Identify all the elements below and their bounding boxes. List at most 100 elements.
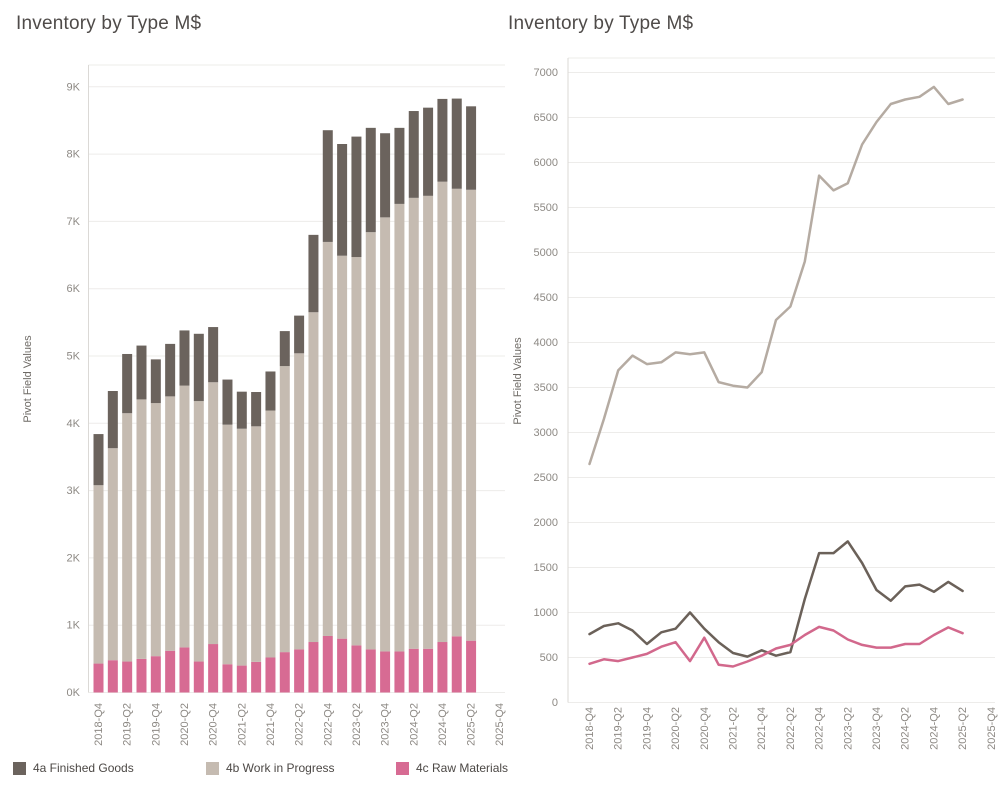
bar-segment-4b-2022-Q4[interactable] — [322, 241, 333, 636]
axis-tick-label: 4K — [67, 418, 81, 430]
bar-segment-4c-2019-Q4[interactable] — [150, 656, 161, 693]
bar-segment-4b-2020-Q1[interactable] — [165, 396, 176, 651]
bar-segment-4c-2020-Q3[interactable] — [193, 661, 204, 693]
bar-segment-4c-2019-Q3[interactable] — [136, 658, 147, 693]
bar-segment-4b-2020-Q2[interactable] — [179, 385, 190, 648]
bar-segment-4c-2024-Q2[interactable] — [408, 648, 419, 693]
line-4c[interactable] — [588, 625, 964, 668]
bar-segment-4c-2021-Q1[interactable] — [222, 664, 233, 693]
axis-tick-label: 6K — [67, 283, 81, 295]
bar-segment-4a-2025-Q2[interactable] — [466, 106, 477, 190]
bar-segment-4b-2019-Q1[interactable] — [107, 448, 118, 661]
bar-segment-4a-2020-Q4[interactable] — [208, 327, 219, 383]
bar-segment-4b-2020-Q4[interactable] — [208, 382, 219, 645]
bar-segment-4a-2024-Q4[interactable] — [437, 98, 448, 182]
bar-segment-4a-2023-Q2[interactable] — [351, 136, 362, 258]
bar-segment-4c-2023-Q4[interactable] — [380, 651, 391, 693]
bar-segment-4c-2018-Q4[interactable] — [93, 663, 104, 693]
axis-tick-label: 8K — [67, 149, 81, 161]
bar-segment-4c-2023-Q2[interactable] — [351, 645, 362, 693]
axis-tick-label: 2024-Q2 — [900, 707, 912, 750]
bar-segment-4b-2021-Q1[interactable] — [222, 424, 233, 665]
bar-segment-4a-2021-Q2[interactable] — [236, 391, 247, 429]
bar-segment-4a-2020-Q2[interactable] — [179, 330, 190, 386]
legend-item-raw-materials[interactable]: 4c Raw Materials — [396, 761, 508, 775]
bar-segment-4a-2021-Q4[interactable] — [265, 371, 276, 411]
bar-segment-4a-2024-Q1[interactable] — [394, 127, 405, 204]
work-in-progress-swatch-icon — [206, 761, 219, 775]
bar-segment-4b-2025-Q1[interactable] — [451, 188, 462, 637]
line-4a[interactable] — [588, 540, 964, 658]
bar-segment-4b-2018-Q4[interactable] — [93, 485, 104, 664]
bar-segment-4a-2024-Q3[interactable] — [423, 107, 434, 196]
bar-segment-4a-2023-Q3[interactable] — [365, 127, 376, 233]
bar-segment-4b-2019-Q2[interactable] — [122, 413, 133, 662]
bar-segment-4a-2024-Q2[interactable] — [408, 111, 419, 198]
bar-segment-4a-2022-Q2[interactable] — [294, 315, 305, 354]
bar-segment-4a-2020-Q3[interactable] — [193, 333, 204, 402]
bar-segment-4b-2020-Q3[interactable] — [193, 401, 204, 662]
bar-segment-4a-2023-Q1[interactable] — [337, 144, 348, 256]
bar-segment-4c-2023-Q3[interactable] — [365, 649, 376, 693]
bar-segment-4a-2019-Q4[interactable] — [150, 359, 161, 404]
bar-segment-4a-2019-Q2[interactable] — [122, 353, 133, 414]
bar-segment-4c-2020-Q1[interactable] — [165, 650, 176, 693]
bar-segment-4a-2023-Q4[interactable] — [380, 133, 391, 218]
bar-segment-4a-2025-Q1[interactable] — [451, 98, 462, 189]
bar-segment-4c-2021-Q4[interactable] — [265, 657, 276, 693]
bar-segment-4a-2018-Q4[interactable] — [93, 434, 104, 486]
bar-segment-4b-2025-Q2[interactable] — [466, 189, 477, 641]
bar-segment-4b-2023-Q2[interactable] — [351, 257, 362, 646]
bar-segment-4c-2022-Q4[interactable] — [322, 635, 333, 693]
bar-segment-4c-2022-Q1[interactable] — [279, 652, 290, 693]
axis-tick-label: 6500 — [534, 112, 558, 124]
bar-segment-4c-2019-Q1[interactable] — [107, 660, 118, 693]
bar-segment-4b-2021-Q3[interactable] — [251, 426, 262, 662]
bar-segment-4c-2022-Q2[interactable] — [294, 649, 305, 693]
axis-tick-label: 2018-Q4 — [584, 707, 596, 750]
finished-goods-swatch-icon — [13, 761, 26, 775]
bar-segment-4c-2022-Q3[interactable] — [308, 642, 319, 693]
bar-segment-4a-2022-Q3[interactable] — [308, 234, 319, 313]
bar-segment-4a-2019-Q3[interactable] — [136, 345, 147, 400]
bar-segment-4b-2023-Q3[interactable] — [365, 232, 376, 650]
axis-tick-label: 2022-Q2 — [785, 707, 797, 750]
bar-segment-4c-2020-Q2[interactable] — [179, 647, 190, 693]
axis-tick-label: 2023-Q2 — [351, 703, 363, 746]
bar-segment-4a-2021-Q1[interactable] — [222, 379, 233, 425]
bar-segment-4b-2023-Q1[interactable] — [337, 255, 348, 639]
bar-segment-4a-2022-Q4[interactable] — [322, 130, 333, 242]
bar-segment-4c-2021-Q2[interactable] — [236, 665, 247, 693]
bar-segment-4c-2025-Q2[interactable] — [466, 640, 477, 693]
axis-tick-label: 2000 — [534, 517, 558, 529]
bar-segment-4b-2022-Q2[interactable] — [294, 353, 305, 650]
bar-segment-4a-2022-Q1[interactable] — [279, 331, 290, 367]
bar-segment-4a-2019-Q1[interactable] — [107, 391, 118, 449]
bar-segment-4b-2024-Q4[interactable] — [437, 181, 448, 643]
line-4b[interactable] — [588, 85, 964, 466]
bar-segment-4b-2021-Q4[interactable] — [265, 410, 276, 658]
bar-segment-4c-2024-Q1[interactable] — [394, 651, 405, 693]
bar-segment-4b-2022-Q1[interactable] — [279, 366, 290, 653]
bar-segment-4b-2023-Q4[interactable] — [380, 217, 391, 652]
bar-segment-4c-2024-Q4[interactable] — [437, 642, 448, 693]
legend-item-work-in-progress[interactable]: 4b Work in Progress — [206, 761, 335, 775]
bar-segment-4a-2020-Q1[interactable] — [165, 343, 176, 397]
bar-segment-4b-2024-Q2[interactable] — [408, 197, 419, 649]
bar-segment-4b-2024-Q3[interactable] — [423, 195, 434, 649]
bar-segment-4b-2024-Q1[interactable] — [394, 203, 405, 652]
axis-tick-label: 6000 — [534, 157, 558, 169]
bar-segment-4c-2024-Q3[interactable] — [423, 648, 434, 693]
bar-segment-4b-2022-Q3[interactable] — [308, 312, 319, 643]
legend-item-finished-goods[interactable]: 4a Finished Goods — [13, 761, 134, 775]
bar-segment-4b-2019-Q4[interactable] — [150, 403, 161, 657]
bar-segment-4c-2020-Q4[interactable] — [208, 644, 219, 693]
bar-segment-4b-2021-Q2[interactable] — [236, 428, 247, 666]
bar-segment-4c-2023-Q1[interactable] — [337, 638, 348, 693]
bar-segment-4c-2019-Q2[interactable] — [122, 661, 133, 693]
bar-segment-4c-2021-Q3[interactable] — [251, 661, 262, 693]
bar-segment-4a-2021-Q3[interactable] — [251, 392, 262, 427]
axis-tick-label: 2018-Q4 — [93, 703, 105, 746]
bar-segment-4b-2019-Q3[interactable] — [136, 399, 147, 659]
bar-segment-4c-2025-Q1[interactable] — [451, 636, 462, 693]
